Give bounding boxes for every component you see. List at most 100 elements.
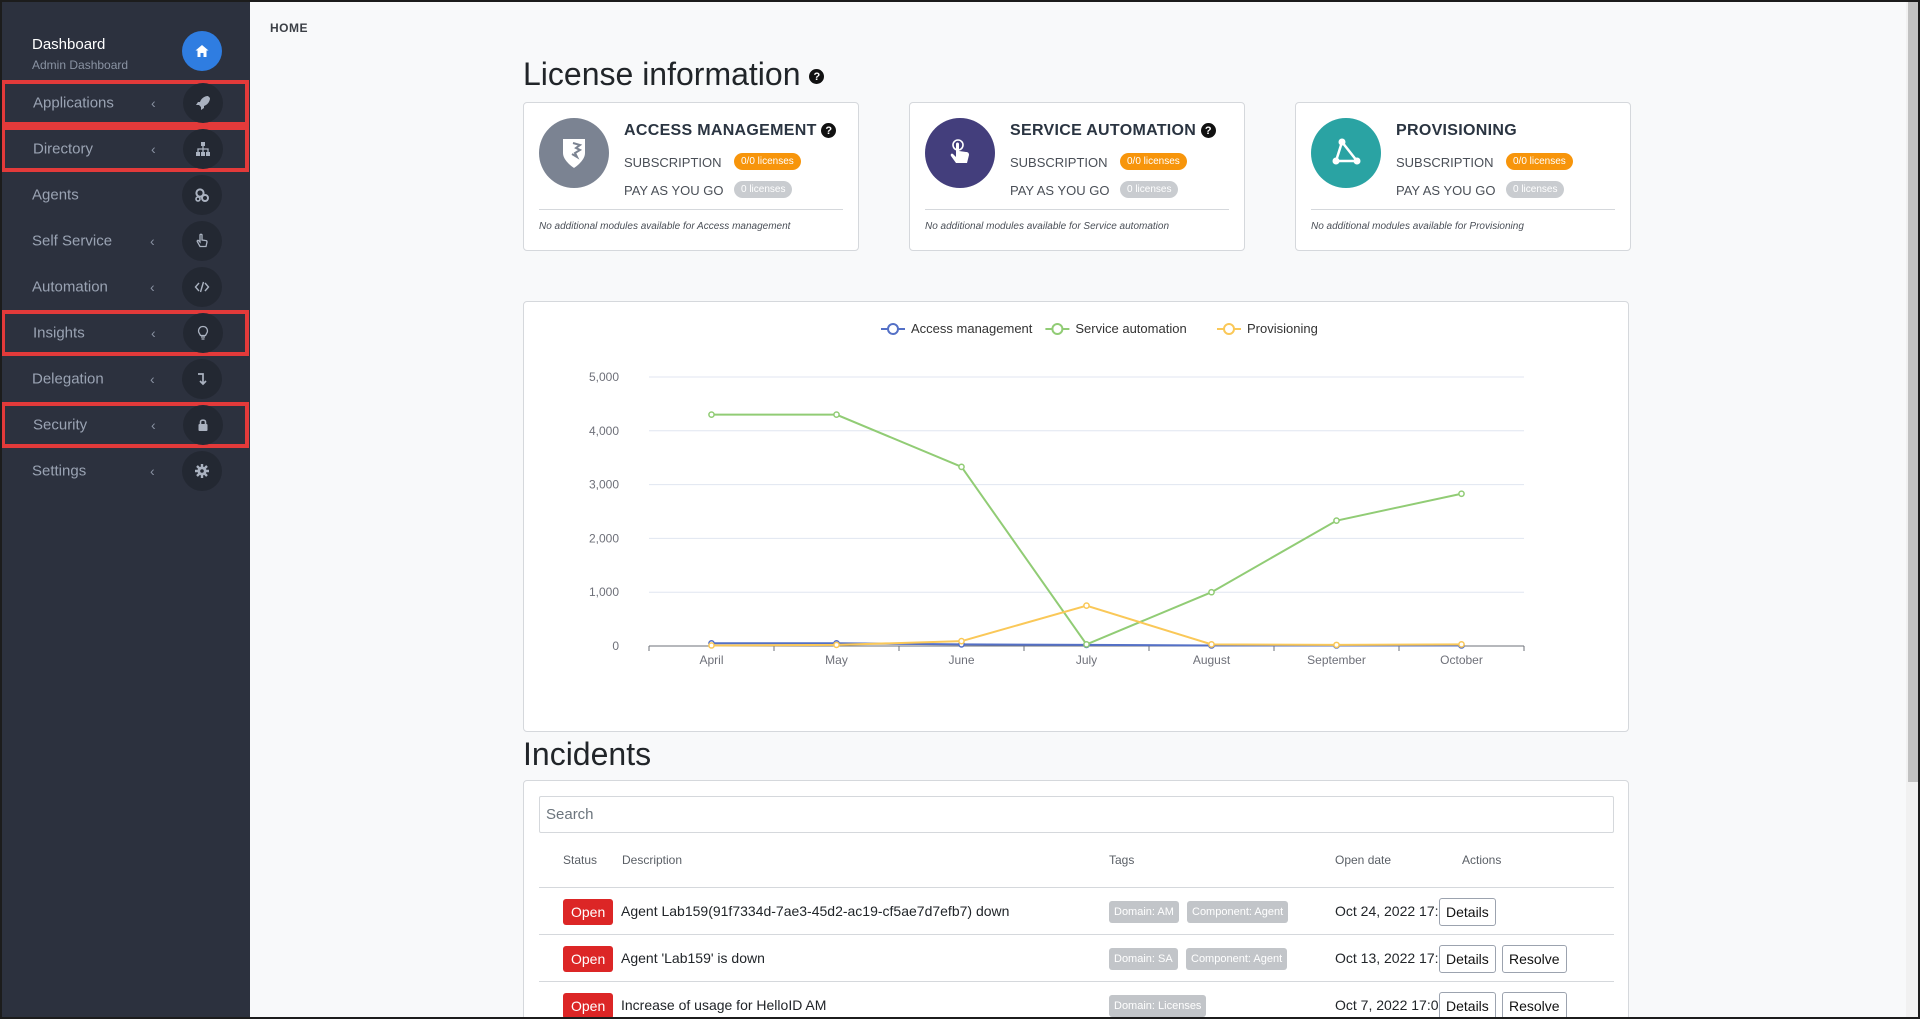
sidebar-item-applications[interactable]: Applications ‹ bbox=[1, 80, 249, 126]
data-point-service-automation[interactable] bbox=[1083, 641, 1090, 648]
legend-marker-access-management[interactable] bbox=[887, 323, 899, 335]
sidebar-item-label: Insights bbox=[33, 324, 85, 342]
x-tick-label: May bbox=[825, 653, 848, 667]
legend-marker-provisioning[interactable] bbox=[1223, 323, 1235, 335]
lightbulb-icon[interactable] bbox=[183, 313, 223, 353]
details-button[interactable]: Details bbox=[1439, 945, 1496, 973]
data-point-provisioning[interactable] bbox=[1083, 602, 1090, 609]
breadcrumb[interactable]: HOME bbox=[270, 21, 308, 35]
status-badge: Open bbox=[563, 899, 614, 925]
table-divider bbox=[539, 934, 1614, 935]
sidebar-item-agents[interactable]: Agents bbox=[0, 172, 250, 218]
data-point-provisioning[interactable] bbox=[708, 642, 715, 649]
sidebar-header[interactable]: Dashboard Admin Dashboard bbox=[0, 28, 250, 76]
sidebar-title: Dashboard bbox=[32, 36, 106, 53]
column-header-status[interactable]: Status bbox=[563, 853, 598, 867]
incident-description: Increase of usage for HelloID AM bbox=[621, 997, 827, 1013]
chevron-left-icon[interactable]: ‹ bbox=[150, 463, 155, 479]
details-button[interactable]: Details bbox=[1439, 992, 1496, 1019]
column-header-description[interactable]: Description bbox=[622, 853, 683, 867]
resolve-button[interactable]: Resolve bbox=[1502, 992, 1567, 1019]
sidebar-item-automation[interactable]: Automation ‹ bbox=[0, 264, 250, 310]
card-title-text: ACCESS MANAGEMENT bbox=[624, 122, 817, 139]
status-badge: Open bbox=[563, 993, 614, 1019]
legend-label-access-management[interactable]: Access management bbox=[911, 321, 1033, 336]
data-point-service-automation[interactable] bbox=[1208, 588, 1215, 596]
search-input[interactable] bbox=[539, 796, 1614, 833]
help-icon[interactable]: ? bbox=[821, 123, 837, 139]
rocket-icon[interactable] bbox=[183, 83, 223, 123]
hand-pointer-icon[interactable] bbox=[182, 221, 222, 261]
data-point-provisioning[interactable] bbox=[1333, 641, 1340, 649]
table-row[interactable]: Open Agent Lab159(91f7334d-7ae3-45d2-ac19… bbox=[539, 888, 1614, 935]
column-header-open-date[interactable]: Open date bbox=[1335, 853, 1392, 867]
data-point-service-automation[interactable] bbox=[1458, 490, 1465, 498]
license-card-access-management: ACCESS MANAGEMENT ? SUBSCRIPTION 0/0 licen… bbox=[523, 102, 859, 251]
sidebar-item-insights[interactable]: Insights ‹ bbox=[1, 310, 249, 356]
open-date: Oct 7, 2022 17:00 bbox=[1335, 997, 1447, 1013]
sidebar-item-security[interactable]: Security ‹ bbox=[1, 402, 249, 448]
chevron-left-icon[interactable]: ‹ bbox=[151, 417, 156, 433]
scrollbar-thumb[interactable] bbox=[1908, 2, 1918, 782]
x-tick-label: September bbox=[1307, 653, 1366, 667]
column-header-actions: Actions bbox=[1462, 853, 1502, 867]
sidebar-item-directory[interactable]: Directory ‹ bbox=[1, 126, 249, 172]
code-icon[interactable] bbox=[182, 267, 222, 307]
tag-badge: Component: Agent bbox=[1186, 948, 1288, 970]
data-point-service-automation[interactable] bbox=[833, 411, 840, 419]
sidebar-item-settings[interactable]: Settings ‹ bbox=[0, 448, 250, 494]
lock-icon[interactable] bbox=[183, 405, 223, 445]
usage-chart: 0 1,000 2,000 3,000 4,000 5,000 April May June Ju… bbox=[523, 301, 1629, 732]
payg-label: PAY AS YOU GO bbox=[624, 183, 724, 198]
chevron-left-icon[interactable]: ‹ bbox=[151, 95, 156, 111]
table-row[interactable]: Open Agent 'Lab159' is down Domain: SA Comp… bbox=[539, 935, 1614, 982]
chevron-left-icon[interactable]: ‹ bbox=[150, 371, 155, 387]
scrollbar[interactable] bbox=[1906, 0, 1920, 1019]
table-row[interactable]: Open Increase of usage for HelloID AM Doma… bbox=[539, 982, 1614, 1019]
cogs-icon[interactable] bbox=[182, 175, 222, 215]
license-heading-text: License information bbox=[523, 56, 801, 92]
gear-icon[interactable] bbox=[182, 451, 222, 491]
legend-label-service-automation[interactable]: Service automation bbox=[1075, 321, 1186, 336]
data-point-service-automation[interactable] bbox=[958, 463, 965, 471]
divider bbox=[539, 209, 843, 210]
sidebar-item-self-service[interactable]: Self Service ‹ bbox=[0, 218, 250, 264]
legend-label-provisioning[interactable]: Provisioning bbox=[1247, 321, 1318, 336]
level-down-icon[interactable] bbox=[182, 359, 222, 399]
chevron-left-icon[interactable]: ‹ bbox=[151, 141, 156, 157]
card-title: SERVICE AUTOMATION ? bbox=[1010, 122, 1216, 140]
column-header-tags[interactable]: Tags bbox=[1109, 853, 1135, 867]
chevron-left-icon[interactable]: ‹ bbox=[150, 279, 155, 295]
card-title-text: PROVISIONING bbox=[1396, 122, 1517, 139]
subscription-label: SUBSCRIPTION bbox=[1396, 155, 1494, 170]
data-point-provisioning[interactable] bbox=[1208, 641, 1215, 648]
open-date: Oct 13, 2022 17:07 bbox=[1335, 950, 1455, 966]
sitemap-icon[interactable] bbox=[183, 129, 223, 169]
home-icon[interactable] bbox=[182, 31, 222, 71]
subscription-label: SUBSCRIPTION bbox=[1010, 155, 1108, 170]
data-point-provisioning[interactable] bbox=[1458, 641, 1465, 648]
sidebar-item-label: Automation bbox=[32, 278, 108, 296]
divider bbox=[925, 209, 1229, 210]
details-button[interactable]: Details bbox=[1439, 898, 1496, 926]
tag-badge: Domain: Licenses bbox=[1109, 995, 1207, 1017]
license-heading: License information ? bbox=[523, 56, 825, 93]
help-icon[interactable]: ? bbox=[809, 69, 825, 85]
data-point-provisioning[interactable] bbox=[958, 637, 965, 645]
chevron-left-icon[interactable]: ‹ bbox=[151, 325, 156, 341]
subscription-badge: 0/0 licenses bbox=[734, 153, 801, 170]
incidents-panel: Status Description Tags Open date Action… bbox=[523, 780, 1629, 1019]
y-tick-label: 1,000 bbox=[589, 585, 619, 599]
legend-marker-service-automation[interactable] bbox=[1051, 323, 1064, 335]
help-icon[interactable]: ? bbox=[1200, 123, 1216, 139]
divider bbox=[1311, 209, 1615, 210]
chevron-left-icon[interactable]: ‹ bbox=[150, 233, 155, 249]
data-point-service-automation[interactable] bbox=[708, 411, 715, 419]
sidebar-item-delegation[interactable]: Delegation ‹ bbox=[0, 356, 250, 402]
payg-label: PAY AS YOU GO bbox=[1396, 183, 1496, 198]
data-point-provisioning[interactable] bbox=[833, 641, 840, 649]
data-point-service-automation[interactable] bbox=[1333, 517, 1340, 524]
incident-description: Agent 'Lab159' is down bbox=[621, 950, 765, 966]
payg-label: PAY AS YOU GO bbox=[1010, 183, 1110, 198]
resolve-button[interactable]: Resolve bbox=[1502, 945, 1567, 973]
